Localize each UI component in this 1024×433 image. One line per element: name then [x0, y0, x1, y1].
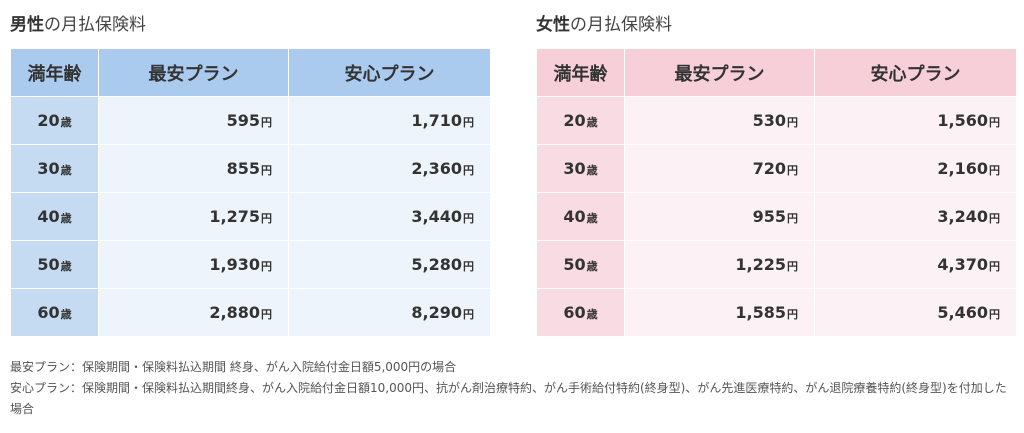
female-title-strong: 女性: [536, 15, 570, 35]
age-cell: 30歳: [536, 144, 625, 193]
age-cell: 60歳: [10, 288, 99, 337]
table-row: 60歳 1,585円 5,460円: [536, 288, 1017, 337]
safe-plan-cell: 1,710円: [288, 96, 491, 145]
table-row: 30歳 720円 2,160円: [536, 144, 1017, 193]
age-cell: 50歳: [536, 240, 625, 289]
table-header-row: 満年齢 最安プラン 安心プラン: [536, 48, 1017, 97]
header-safe-plan: 安心プラン: [814, 48, 1017, 97]
safe-plan-cell: 1,560円: [814, 96, 1017, 145]
cheapest-plan-cell: 1,225円: [624, 240, 815, 289]
table-row: 40歳 955円 3,240円: [536, 192, 1017, 241]
age-cell: 50歳: [10, 240, 99, 289]
note-safe-plan: 安心プラン：保険期間・保険料払込期間終身、がん入院給付金日額10,000円、抗が…: [10, 381, 1007, 416]
safe-plan-cell: 4,370円: [814, 240, 1017, 289]
table-header-row: 満年齢 最安プラン 安心プラン: [10, 48, 491, 97]
age-cell: 20歳: [536, 96, 625, 145]
cheapest-plan-cell: 955円: [624, 192, 815, 241]
age-cell: 20歳: [10, 96, 99, 145]
age-cell: 30歳: [10, 144, 99, 193]
female-section-title: 女性の月払保険料: [536, 10, 672, 35]
cheapest-plan-cell: 855円: [98, 144, 289, 193]
cheapest-plan-cell: 1,930円: [98, 240, 289, 289]
age-cell: 40歳: [10, 192, 99, 241]
male-title-rest: の月払保険料: [44, 15, 146, 35]
table-row: 60歳 2,880円 8,290円: [10, 288, 491, 337]
safe-plan-cell: 2,160円: [814, 144, 1017, 193]
safe-plan-cell: 5,460円: [814, 288, 1017, 337]
safe-plan-cell: 8,290円: [288, 288, 491, 337]
table-row: 20歳 595円 1,710円: [10, 96, 491, 145]
header-age: 満年齢: [10, 48, 99, 97]
male-premium-table: 満年齢 最安プラン 安心プラン 20歳 595円 1,710円 30歳 855円…: [10, 48, 491, 337]
safe-plan-cell: 3,440円: [288, 192, 491, 241]
header-age: 満年齢: [536, 48, 625, 97]
table-row: 30歳 855円 2,360円: [10, 144, 491, 193]
header-safe-plan: 安心プラン: [288, 48, 491, 97]
male-section-title: 男性の月払保険料: [10, 10, 146, 35]
safe-plan-cell: 3,240円: [814, 192, 1017, 241]
cheapest-plan-cell: 595円: [98, 96, 289, 145]
age-cell: 40歳: [536, 192, 625, 241]
cheapest-plan-cell: 1,585円: [624, 288, 815, 337]
header-cheapest-plan: 最安プラン: [624, 48, 815, 97]
safe-plan-cell: 2,360円: [288, 144, 491, 193]
cheapest-plan-cell: 1,275円: [98, 192, 289, 241]
note-cheapest-plan: 最安プラン：保険期間・保険料払込期間 終身、がん入院給付金日額5,000円の場合: [10, 360, 457, 374]
table-row: 50歳 1,225円 4,370円: [536, 240, 1017, 289]
footnotes: 最安プラン：保険期間・保険料払込期間 終身、がん入院給付金日額5,000円の場合…: [10, 357, 1014, 420]
age-cell: 60歳: [536, 288, 625, 337]
female-premium-table: 満年齢 最安プラン 安心プラン 20歳 530円 1,560円 30歳 720円…: [536, 48, 1017, 337]
male-title-strong: 男性: [10, 15, 44, 35]
table-row: 20歳 530円 1,560円: [536, 96, 1017, 145]
female-title-rest: の月払保険料: [570, 15, 672, 35]
cheapest-plan-cell: 530円: [624, 96, 815, 145]
table-row: 50歳 1,930円 5,280円: [10, 240, 491, 289]
cheapest-plan-cell: 720円: [624, 144, 815, 193]
cheapest-plan-cell: 2,880円: [98, 288, 289, 337]
safe-plan-cell: 5,280円: [288, 240, 491, 289]
table-row: 40歳 1,275円 3,440円: [10, 192, 491, 241]
header-cheapest-plan: 最安プラン: [98, 48, 289, 97]
